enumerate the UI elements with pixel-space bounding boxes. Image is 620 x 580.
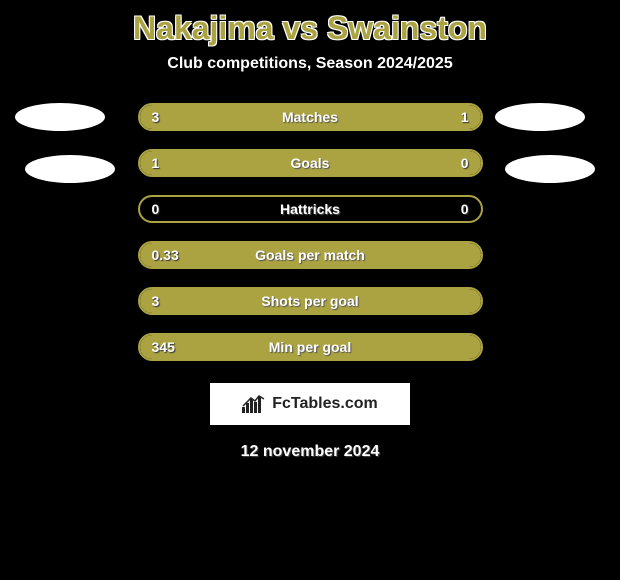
bar-row: 1 0 Goals bbox=[138, 149, 483, 177]
player-left-badge-1 bbox=[15, 103, 105, 131]
footer-date: 12 november 2024 bbox=[241, 443, 380, 461]
bar-value-left: 0.33 bbox=[152, 247, 179, 263]
bar-value-left: 3 bbox=[152, 293, 160, 309]
bar-metric-label: Shots per goal bbox=[261, 293, 358, 309]
bar-metric-label: Matches bbox=[282, 109, 338, 125]
bar-fill-left bbox=[140, 105, 396, 129]
bar-value-right: 1 bbox=[461, 109, 469, 125]
bar-fill-left bbox=[140, 151, 396, 175]
bar-metric-label: Hattricks bbox=[280, 201, 340, 217]
fctables-icon bbox=[242, 395, 266, 413]
bar-metric-label: Goals bbox=[291, 155, 330, 171]
player-right-badge-2 bbox=[505, 155, 595, 183]
logo-box: FcTables.com bbox=[210, 383, 410, 425]
bar-row: 3 1 Matches bbox=[138, 103, 483, 131]
bar-value-right: 0 bbox=[461, 201, 469, 217]
comparison-card: Nakajima vs Swainston Club competitions,… bbox=[0, 0, 620, 461]
bar-row: 0.33 Goals per match bbox=[138, 241, 483, 269]
page-title: Nakajima vs Swainston bbox=[133, 10, 487, 47]
bar-value-left: 1 bbox=[152, 155, 160, 171]
bar-row: 0 0 Hattricks bbox=[138, 195, 483, 223]
bar-row: 345 Min per goal bbox=[138, 333, 483, 361]
chart-area: 3 1 Matches 1 0 Goals 0 0 Hattricks 0.33 Goals per… bbox=[0, 103, 620, 361]
page-subtitle: Club competitions, Season 2024/2025 bbox=[167, 55, 452, 73]
bar-value-right: 0 bbox=[461, 155, 469, 171]
player-left-badge-2 bbox=[25, 155, 115, 183]
player-right-badge-1 bbox=[495, 103, 585, 131]
bar-metric-label: Min per goal bbox=[269, 339, 351, 355]
bar-row: 3 Shots per goal bbox=[138, 287, 483, 315]
bar-value-left: 345 bbox=[152, 339, 175, 355]
logo-text: FcTables.com bbox=[272, 395, 378, 413]
bar-value-left: 3 bbox=[152, 109, 160, 125]
bar-value-left: 0 bbox=[152, 201, 160, 217]
bar-metric-label: Goals per match bbox=[255, 247, 365, 263]
bars-container: 3 1 Matches 1 0 Goals 0 0 Hattricks 0.33 Goals per… bbox=[138, 103, 483, 361]
